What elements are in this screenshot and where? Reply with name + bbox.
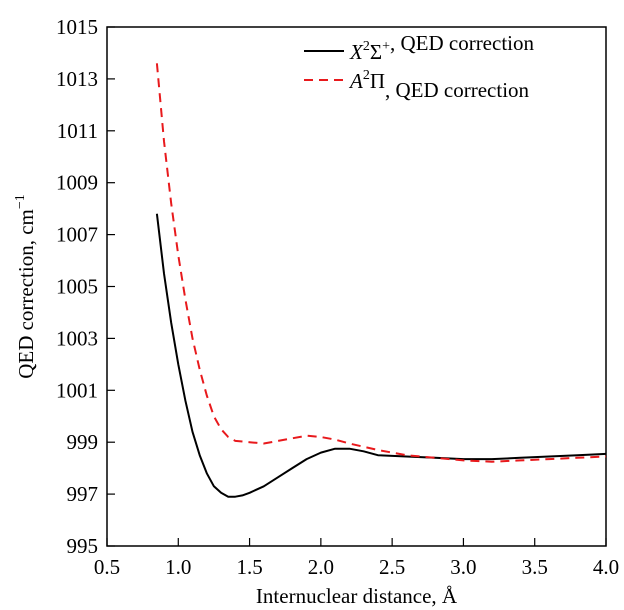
- y-axis-title-unit-exponent: −1: [13, 194, 28, 209]
- legend-label-part: A: [348, 69, 363, 93]
- legend-label-1: X2Σ+, QED correction: [349, 31, 534, 64]
- y-tick-label: 1013: [56, 67, 98, 91]
- x-tick-label: 2.0: [308, 555, 334, 579]
- series-line-1: [155, 213, 607, 498]
- x-tick-label: 2.5: [379, 555, 405, 579]
- legend-label-part: , QED correction: [390, 31, 535, 55]
- x-tick-label: 3.5: [522, 555, 548, 579]
- x-axis-title: Internuclear distance, Å: [256, 584, 458, 608]
- y-tick-label: 1005: [56, 275, 98, 299]
- x-axis-ticks: 0.5 1.0 1.5 2.0 2.5 3.0 3.5 4.0: [94, 538, 619, 579]
- legend-label-part: X: [349, 40, 364, 64]
- y-axis-title-main: QED correction, cm: [14, 209, 38, 379]
- legend-label-part: 2: [363, 39, 370, 54]
- x-tick-label: 0.5: [94, 555, 120, 579]
- legend-label-part: Σ: [370, 40, 382, 64]
- y-tick-label: 997: [67, 482, 99, 506]
- y-tick-label: 1015: [56, 15, 98, 39]
- legend-label-part: 2: [363, 68, 370, 83]
- legend-label-part: +: [382, 39, 390, 54]
- legend-label-part: Π: [370, 69, 385, 93]
- y-tick-label: 1011: [57, 119, 98, 143]
- y-axis-title: QED correction, cm−1: [13, 194, 38, 379]
- series-lines: [155, 63, 607, 498]
- series-line-2: [155, 63, 607, 463]
- y-tick-label: 995: [67, 534, 99, 558]
- x-tick-label: 1.0: [165, 555, 191, 579]
- y-tick-label: 999: [67, 430, 99, 454]
- y-tick-label: 1001: [56, 378, 98, 402]
- y-tick-label: 1003: [56, 326, 98, 350]
- x-tick-label: 4.0: [593, 555, 619, 579]
- x-tick-label: 3.0: [450, 555, 476, 579]
- plot-area: 0.5 1.0 1.5 2.0 2.5 3.0 3.5 4.0 995 997 999 1001 10…: [56, 15, 619, 579]
- legend-label-part: , QED correction: [385, 78, 530, 102]
- plot-frame: [106, 26, 607, 547]
- y-tick-label: 1007: [56, 223, 98, 247]
- y-tick-label: 1009: [56, 171, 98, 195]
- x-tick-label: 1.5: [236, 555, 262, 579]
- legend-label-2: A2Π, QED correction: [348, 68, 530, 102]
- y-axis-ticks: 995 997 999 1001 1003 1005 1007 1009 1011 1013 101…: [56, 15, 115, 558]
